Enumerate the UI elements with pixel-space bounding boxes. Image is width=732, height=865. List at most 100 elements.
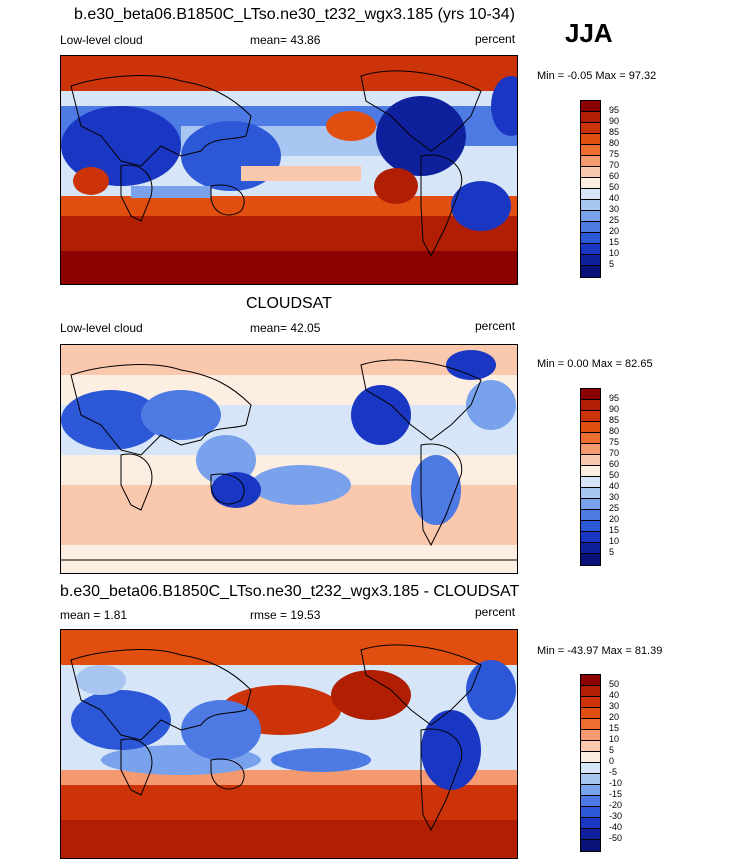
colorbar-swatch [581, 112, 600, 123]
colorbar-tick-label: 70 [609, 448, 620, 458]
colorbar-swatch [581, 752, 600, 763]
colorbar-tick-label: 75 [609, 437, 620, 447]
colorbar-tick-label: 15 [609, 237, 620, 247]
minmax-label: Min = -0.05 Max = 97.32 [537, 70, 657, 82]
colorbar-swatch [581, 785, 600, 796]
panel-title: b.e30_beta06.B1850C_LTso.ne30_t232_wgx3.… [60, 583, 520, 600]
colorbar-tick-label: 5 [609, 547, 615, 557]
colorbar-tick-label: 75 [609, 149, 620, 159]
colorbar-tick-label: -10 [609, 778, 623, 788]
units-label: percent [475, 32, 516, 46]
colorbar-tick-label: -40 [609, 822, 623, 832]
colorbar-tick-label: 0 [609, 756, 615, 766]
colorbar-swatch [581, 400, 600, 411]
cloud-map-diff [60, 629, 518, 859]
colorbar-swatch [581, 521, 600, 532]
colorbar-swatch [581, 244, 600, 255]
colorbar-tick-label: 40 [609, 481, 620, 491]
colorbar-swatch [581, 211, 600, 222]
colorbar-swatch [581, 222, 600, 233]
colorbar-swatch [581, 455, 600, 466]
colorbar-tick-label: 30 [609, 701, 620, 711]
colorbar-swatch [581, 686, 600, 697]
colorbar-swatch [581, 774, 600, 785]
colorbar-swatch [581, 266, 600, 277]
colorbar-tick-label: 15 [609, 723, 620, 733]
panel-title: CLOUDSAT [246, 295, 332, 312]
colorbar-tick-label: 40 [609, 193, 620, 203]
mean-label: mean = 1.81 [60, 608, 128, 622]
colorbar-swatch [581, 101, 600, 112]
colorbar-swatch [581, 543, 600, 554]
colorbar-tick-label: -50 [609, 833, 623, 843]
colorbar-tick-label: 30 [609, 204, 620, 214]
rmse-label: rmse = 19.53 [250, 608, 321, 622]
colorbar-swatch [581, 554, 600, 565]
colorbar-swatch [581, 829, 600, 840]
cloud-map-model [60, 55, 518, 285]
colorbar-swatch [581, 488, 600, 499]
colorbar-tick-label: 95 [609, 105, 620, 115]
colorbar-swatch [581, 730, 600, 741]
colorbar-tick-label: 30 [609, 492, 620, 502]
colorbar-swatch [581, 477, 600, 488]
colorbar-tick-label: 50 [609, 470, 620, 480]
colorbar-swatch [581, 818, 600, 829]
colorbar-tick-label: -15 [609, 789, 623, 799]
colorbar-tick-label: 95 [609, 393, 620, 403]
colorbar-swatch [581, 675, 600, 686]
colorbar-tick-label: 10 [609, 248, 620, 258]
colorbar-tick-label: 50 [609, 679, 620, 689]
colorbar-tick-label: 70 [609, 160, 620, 170]
colorbar-swatch [581, 840, 600, 851]
colorbar-swatch [581, 532, 600, 543]
colorbar-tick-label: 60 [609, 459, 620, 469]
colorbar-swatch [581, 422, 600, 433]
colorbar-swatch [581, 178, 600, 189]
colorbar-swatch [581, 255, 600, 266]
colorbar-tick-label: 25 [609, 503, 620, 513]
colorbar-diff [580, 674, 601, 852]
colorbar-swatch [581, 763, 600, 774]
colorbar-swatch [581, 134, 600, 145]
colorbar-tick-label: 90 [609, 404, 620, 414]
colorbar-tick-label: 80 [609, 138, 620, 148]
variable-label: Low-level cloud [60, 33, 143, 47]
colorbar-swatch [581, 510, 600, 521]
colorbar-swatch [581, 697, 600, 708]
units-label: percent [475, 605, 516, 619]
colorbar-tick-label: 80 [609, 426, 620, 436]
colorbar-tick-label: 85 [609, 415, 620, 425]
colorbar-tick-label: 5 [609, 259, 615, 269]
colorbar-tick-label: 90 [609, 116, 620, 126]
mean-label: mean= 43.86 [250, 33, 321, 47]
colorbar-swatch [581, 411, 600, 422]
colorbar-swatch [581, 145, 600, 156]
colorbar-tick-label: -5 [609, 767, 618, 777]
colorbar-swatch [581, 167, 600, 178]
colorbar-tick-label: 20 [609, 226, 620, 236]
colorbar-tick-label: 40 [609, 690, 620, 700]
colorbar-swatch [581, 807, 600, 818]
colorbar-tick-label: 20 [609, 514, 620, 524]
season-label: JJA [565, 18, 613, 48]
colorbar-tick-label: 85 [609, 127, 620, 137]
colorbar-swatch [581, 499, 600, 510]
minmax-label: Min = -43.97 Max = 81.39 [537, 645, 663, 657]
colorbar-tick-label: 25 [609, 215, 620, 225]
colorbar-swatch [581, 189, 600, 200]
colorbar-tick-label: 15 [609, 525, 620, 535]
colorbar-obs [580, 388, 601, 566]
colorbar-tick-label: 60 [609, 171, 620, 181]
colorbar-swatch [581, 389, 600, 400]
colorbar-tick-label: -20 [609, 800, 623, 810]
colorbar-model [580, 100, 601, 278]
mean-label: mean= 42.05 [250, 321, 321, 335]
colorbar-swatch [581, 796, 600, 807]
colorbar-tick-label: 50 [609, 182, 620, 192]
colorbar-tick-label: 20 [609, 712, 620, 722]
colorbar-swatch [581, 123, 600, 134]
colorbar-swatch [581, 156, 600, 167]
panel-title: b.e30_beta06.B1850C_LTso.ne30_t232_wgx3.… [74, 6, 515, 23]
cloud-map-obs [60, 344, 518, 574]
